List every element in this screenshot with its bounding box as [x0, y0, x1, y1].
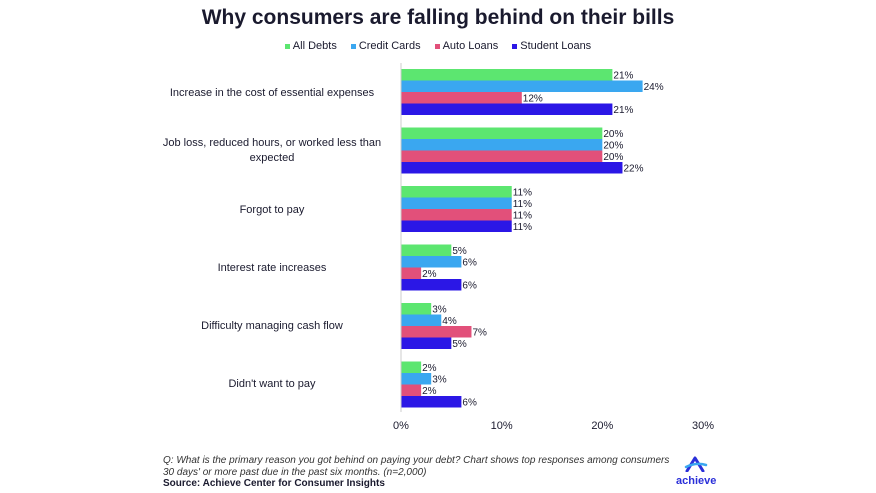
chart-title: Why consumers are falling behind on thei… [201, 6, 675, 29]
legend-swatch [434, 43, 440, 49]
data-label: 24% [644, 82, 664, 93]
data-label: 3% [432, 305, 447, 316]
category-label-didnt-want-to-pay: Didn't want to pay [228, 378, 316, 390]
data-label: 20% [603, 141, 623, 152]
legend-label: Student Loans [520, 40, 592, 52]
bar-auto-loans-3 [401, 267, 422, 279]
data-label: 5% [452, 246, 467, 257]
bar-credit-cards-3 [401, 256, 462, 268]
bar-student-loans-3 [401, 279, 462, 291]
data-label: 4% [442, 316, 457, 327]
data-label: 6% [462, 398, 477, 409]
category-label-job-loss: Job loss, reduced hours, or worked less … [162, 137, 382, 164]
x-tick-label: 20% [591, 420, 613, 432]
data-label: 6% [462, 258, 477, 269]
data-label: 20% [603, 152, 623, 163]
legend-label: All Debts [292, 40, 337, 52]
source-credit: Source: Achieve Center for Consumer Insi… [163, 478, 385, 489]
data-label: 2% [422, 363, 437, 374]
bar-credit-cards-2 [401, 197, 512, 209]
category-label-cash-flow: Difficulty managing cash flow [201, 320, 343, 332]
data-label: 7% [472, 328, 487, 339]
bar-student-loans-1 [401, 162, 623, 174]
x-tick-label: 0% [393, 420, 409, 432]
data-label: 21% [613, 71, 633, 82]
legend-swatch [284, 43, 290, 49]
category-label-forgot-to-pay: Forgot to pay [239, 204, 305, 216]
legend-label: Credit Cards [358, 40, 421, 52]
x-tick-label: 30% [692, 420, 714, 432]
bar-all-debts-2 [401, 186, 512, 198]
bar-auto-loans-0 [401, 92, 522, 104]
data-label: 11% [513, 211, 532, 222]
data-label: 11% [513, 222, 532, 233]
x-tick-label: 10% [491, 420, 513, 432]
achieve-logo-text: achieve [676, 475, 717, 487]
bar-credit-cards-1 [401, 139, 603, 151]
bar-credit-cards-0 [401, 80, 643, 92]
bar-credit-cards-5 [401, 373, 432, 385]
data-label: 21% [613, 105, 633, 116]
category-label-cost-of-expenses: Increase in the cost of essential expens… [169, 87, 375, 99]
data-label: 11% [513, 188, 532, 199]
data-label: 3% [432, 375, 447, 386]
bar-all-debts-3 [401, 244, 452, 256]
legend: All Debts Credit Cards Auto Loans Studen… [0, 40, 876, 52]
legend-item-all-debts: All Debts [284, 40, 337, 52]
data-label: 2% [422, 269, 437, 280]
data-label: 12% [523, 94, 543, 105]
bar-auto-loans-2 [401, 209, 512, 221]
bar-student-loans-4 [401, 337, 452, 349]
legend-item-credit-cards: Credit Cards [350, 40, 421, 52]
bar-auto-loans-1 [401, 150, 603, 162]
bar-chart: 21%24%12%21%20%20%20%22%11%11%11%11%5%6%… [393, 63, 714, 432]
legend-swatch [512, 43, 518, 49]
data-label: 11% [513, 199, 532, 210]
bar-all-debts-4 [401, 303, 432, 315]
legend-item-auto-loans: Auto Loans [434, 40, 499, 52]
bar-auto-loans-4 [401, 326, 472, 338]
legend-swatch [350, 43, 356, 49]
bar-all-debts-0 [401, 69, 613, 81]
data-label: 22% [623, 164, 643, 175]
bar-auto-loans-5 [401, 384, 422, 396]
data-label: 2% [422, 386, 437, 397]
bar-student-loans-5 [401, 396, 462, 408]
bar-student-loans-0 [401, 103, 613, 115]
legend-label: Auto Loans [442, 40, 499, 52]
achieve-logo-icon [684, 456, 708, 473]
achieve-logo: achieve [676, 456, 716, 487]
category-label-interest-rate: Interest rate increases [217, 262, 327, 274]
data-label: 5% [452, 339, 467, 350]
bar-all-debts-1 [401, 127, 603, 139]
survey-note: Q: What is the primary reason you got be… [163, 455, 670, 478]
bar-all-debts-5 [401, 361, 422, 373]
bar-student-loans-2 [401, 220, 512, 232]
data-label: 6% [462, 281, 477, 292]
data-label: 20% [603, 129, 623, 140]
bar-credit-cards-4 [401, 314, 442, 326]
legend-item-student-loans: Student Loans [512, 40, 591, 52]
